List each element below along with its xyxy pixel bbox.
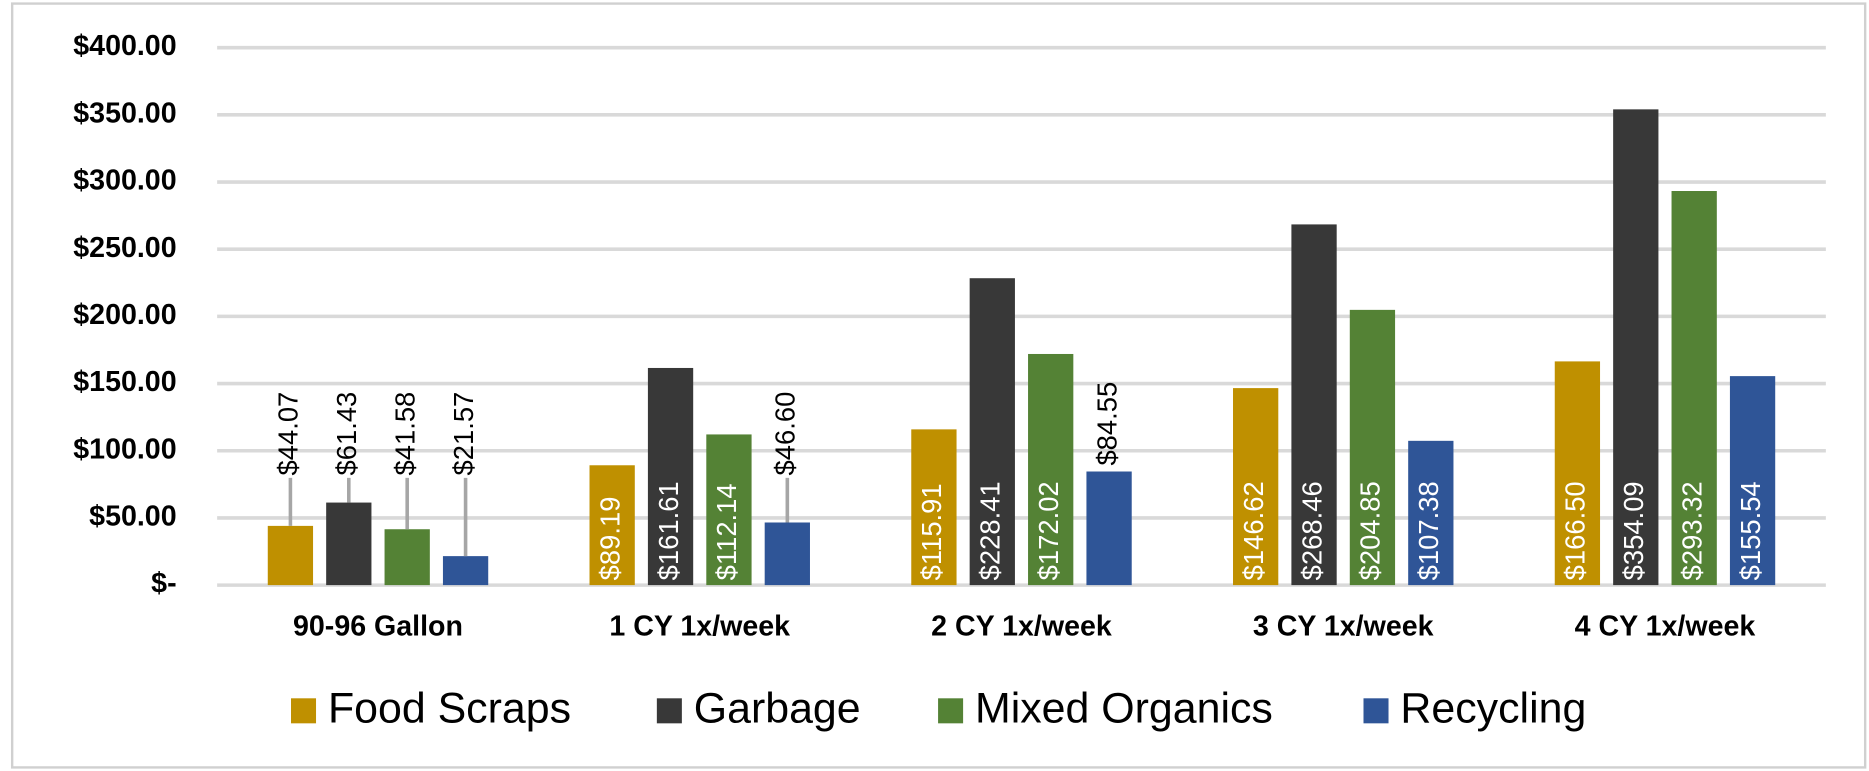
bar xyxy=(969,278,1015,586)
data-label: $228.41 xyxy=(975,481,1006,580)
data-label: $112.14 xyxy=(711,483,742,580)
legend-label: Mixed Organics xyxy=(975,685,1273,733)
x-tick-label: 1 CY 1x/week xyxy=(609,611,790,643)
legend-swatch xyxy=(291,698,317,724)
bar xyxy=(647,367,694,586)
x-tick-label: 4 CY 1x/week xyxy=(1575,611,1756,643)
data-label: $354.09 xyxy=(1618,481,1649,580)
data-label: $84.55 xyxy=(1091,382,1122,466)
bar xyxy=(911,429,957,586)
data-label: $166.50 xyxy=(1560,481,1591,580)
y-tick-label: $250.00 xyxy=(73,232,176,264)
data-label: $46.60 xyxy=(770,392,801,476)
y-tick-label: $50.00 xyxy=(89,500,176,532)
y-tick-label: $- xyxy=(151,568,176,600)
legend-swatch xyxy=(1363,698,1389,724)
bar xyxy=(1408,440,1454,586)
data-label: $21.57 xyxy=(448,392,479,476)
bar xyxy=(764,522,810,586)
data-label: $107.38 xyxy=(1413,481,1444,580)
bar xyxy=(706,434,752,586)
bar xyxy=(384,529,430,586)
y-tick-label: $100.00 xyxy=(73,433,176,465)
bar xyxy=(1233,388,1279,586)
x-tick-label: 90-96 Gallon xyxy=(293,611,463,643)
bar xyxy=(326,502,372,586)
data-label: $41.58 xyxy=(389,392,420,476)
bar xyxy=(442,556,489,586)
data-label: $172.02 xyxy=(1033,481,1064,580)
y-tick-label: $350.00 xyxy=(73,97,176,129)
legend-label: Garbage xyxy=(694,685,861,733)
data-label: $155.54 xyxy=(1735,481,1766,580)
data-label: $61.43 xyxy=(331,392,362,476)
x-tick-label: 2 CY 1x/week xyxy=(931,611,1112,643)
bar xyxy=(1291,224,1337,586)
legend-label: Food Scraps xyxy=(328,685,571,733)
bar xyxy=(1613,109,1659,586)
data-label: $293.32 xyxy=(1676,481,1707,580)
data-label: $89.19 xyxy=(594,497,625,581)
bar xyxy=(267,525,314,586)
y-tick-label: $200.00 xyxy=(73,299,176,331)
y-tick-label: $400.00 xyxy=(73,30,176,62)
data-label: $161.61 xyxy=(653,481,684,580)
bar xyxy=(1554,361,1601,586)
legend-swatch xyxy=(938,698,964,724)
legend-label: Recycling xyxy=(1400,685,1586,733)
data-label: $44.07 xyxy=(273,392,304,476)
x-tick-label: 3 CY 1x/week xyxy=(1253,611,1434,643)
bar xyxy=(589,465,635,586)
data-label: $268.46 xyxy=(1296,481,1327,580)
y-tick-label: $150.00 xyxy=(73,366,176,398)
data-label: $115.91 xyxy=(916,483,947,580)
y-tick-label: $300.00 xyxy=(73,165,176,197)
data-label: $204.85 xyxy=(1355,481,1386,580)
bar xyxy=(1086,471,1132,586)
bar xyxy=(1028,353,1074,586)
bar xyxy=(1729,376,1776,586)
data-label: $146.62 xyxy=(1238,481,1269,580)
legend-swatch xyxy=(656,698,682,724)
bar xyxy=(1349,309,1396,586)
bar xyxy=(1671,191,1717,586)
